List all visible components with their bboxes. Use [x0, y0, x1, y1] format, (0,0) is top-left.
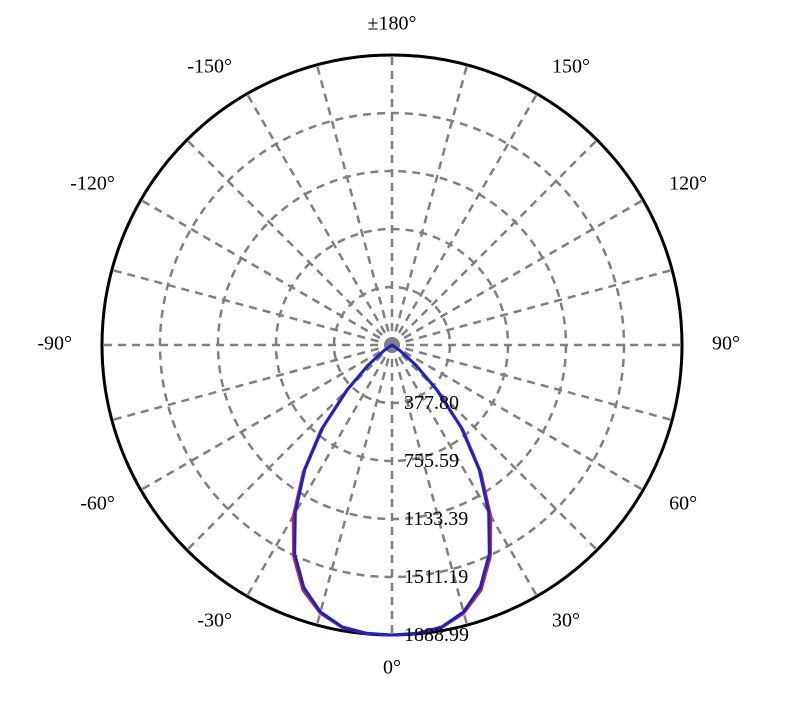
angle-label: ±180°	[368, 13, 417, 35]
grid-spoke	[187, 140, 392, 345]
grid-spoke	[141, 345, 392, 490]
radial-tick-label: 1888.99	[404, 624, 469, 646]
angle-label: 30°	[552, 610, 580, 632]
angle-label: -90°	[37, 333, 72, 355]
grid-spoke	[247, 94, 392, 345]
angle-label: -30°	[197, 610, 232, 632]
polar-chart: 0° 30° 60° 90° 120° 150° ±180° -30° -60° -90° -120…	[0, 0, 785, 713]
grid-spoke	[392, 140, 597, 345]
angle-label: -150°	[187, 55, 232, 77]
angle-label: -60°	[80, 493, 115, 515]
angle-label: -120°	[70, 173, 115, 195]
grid-spoke	[392, 65, 467, 345]
radial-tick-label: 377.80	[404, 392, 459, 414]
angle-label: 120°	[669, 173, 707, 195]
angle-label: 60°	[669, 493, 697, 515]
grid-spoke	[317, 345, 392, 625]
angle-label: 150°	[552, 55, 590, 77]
grid-spoke	[112, 345, 392, 420]
angle-label: 0°	[383, 657, 401, 679]
grid-spoke	[317, 65, 392, 345]
radial-tick-label: 1133.39	[404, 508, 468, 530]
grid-spoke	[392, 270, 672, 345]
radial-tick-label: 1511.19	[404, 566, 468, 588]
grid-spoke	[392, 94, 537, 345]
radial-tick-label: 755.59	[404, 450, 459, 472]
grid-spoke	[187, 345, 392, 550]
grid-spoke	[141, 200, 392, 345]
grid-spoke	[247, 345, 392, 596]
grid-spoke	[112, 270, 392, 345]
grid-spoke	[392, 200, 643, 345]
angle-label: 90°	[712, 333, 740, 355]
